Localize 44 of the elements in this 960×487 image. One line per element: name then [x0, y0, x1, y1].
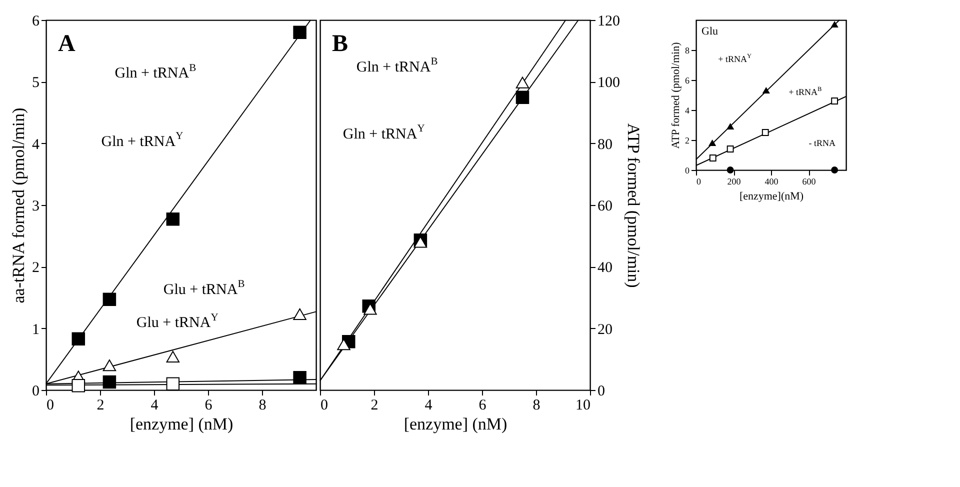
x-tick-label: 10: [576, 398, 590, 414]
x-tick-label: 400: [764, 176, 779, 186]
x-tick-label: 2: [370, 398, 378, 414]
x-tick-label: 4: [150, 398, 159, 414]
y2-tick-label: 100: [598, 75, 620, 92]
y-tick-label: 0: [32, 384, 40, 400]
y-tick-label: 1: [32, 322, 40, 338]
y-tick-label: 2: [685, 136, 690, 146]
x-tick-label: 0: [696, 176, 702, 186]
y-axis-title: aa-tRNA formed (pmol/min): [9, 108, 28, 304]
y-tick-label: 4: [685, 106, 690, 116]
y-axis-title: ATP formed (pmol/min): [670, 42, 682, 149]
chart-title: A: [58, 31, 76, 57]
x-axis-title: [enzyme](nM): [739, 190, 804, 202]
y-tick-label: 6: [32, 14, 40, 30]
y2-tick-label: 80: [598, 136, 612, 153]
y2-tick-label: 60: [598, 198, 612, 214]
y-tick-label: 5: [32, 75, 40, 92]
x-tick-label: 2: [96, 398, 104, 414]
chart-title: B: [332, 31, 348, 57]
x-tick-label: 600: [802, 176, 816, 186]
x-tick-label: 6: [204, 398, 213, 414]
x-tick-label: 0: [46, 398, 54, 414]
y-tick-label: 2: [32, 260, 40, 276]
x-tick-label: 4: [424, 398, 433, 414]
x-tick-label: 0: [320, 398, 328, 414]
y-tick-label: 6: [685, 76, 690, 86]
x-axis-title: [enzyme] (nM): [404, 414, 508, 434]
y-tick-label: 8: [685, 46, 690, 56]
annotation: - tRNA: [808, 138, 836, 148]
x-tick-label: 8: [258, 398, 266, 414]
x-tick-label: 6: [478, 398, 487, 414]
x-tick-label: 8: [532, 398, 540, 414]
x-axis-title: [enzyme] (nM): [130, 414, 234, 434]
x-tick-label: 200: [727, 176, 742, 186]
y2-axis-title: ATP formed (pmol/min): [624, 123, 643, 288]
y2-tick-label: 40: [598, 260, 612, 276]
y2-tick-label: 120: [598, 14, 620, 30]
y-tick-label: 0: [685, 166, 690, 176]
y-tick-label: 3: [32, 198, 40, 214]
y2-tick-label: 20: [598, 322, 612, 338]
chart-title: Glu: [702, 26, 718, 38]
y2-tick-label: 0: [598, 384, 605, 400]
y-tick-label: 4: [32, 136, 40, 153]
